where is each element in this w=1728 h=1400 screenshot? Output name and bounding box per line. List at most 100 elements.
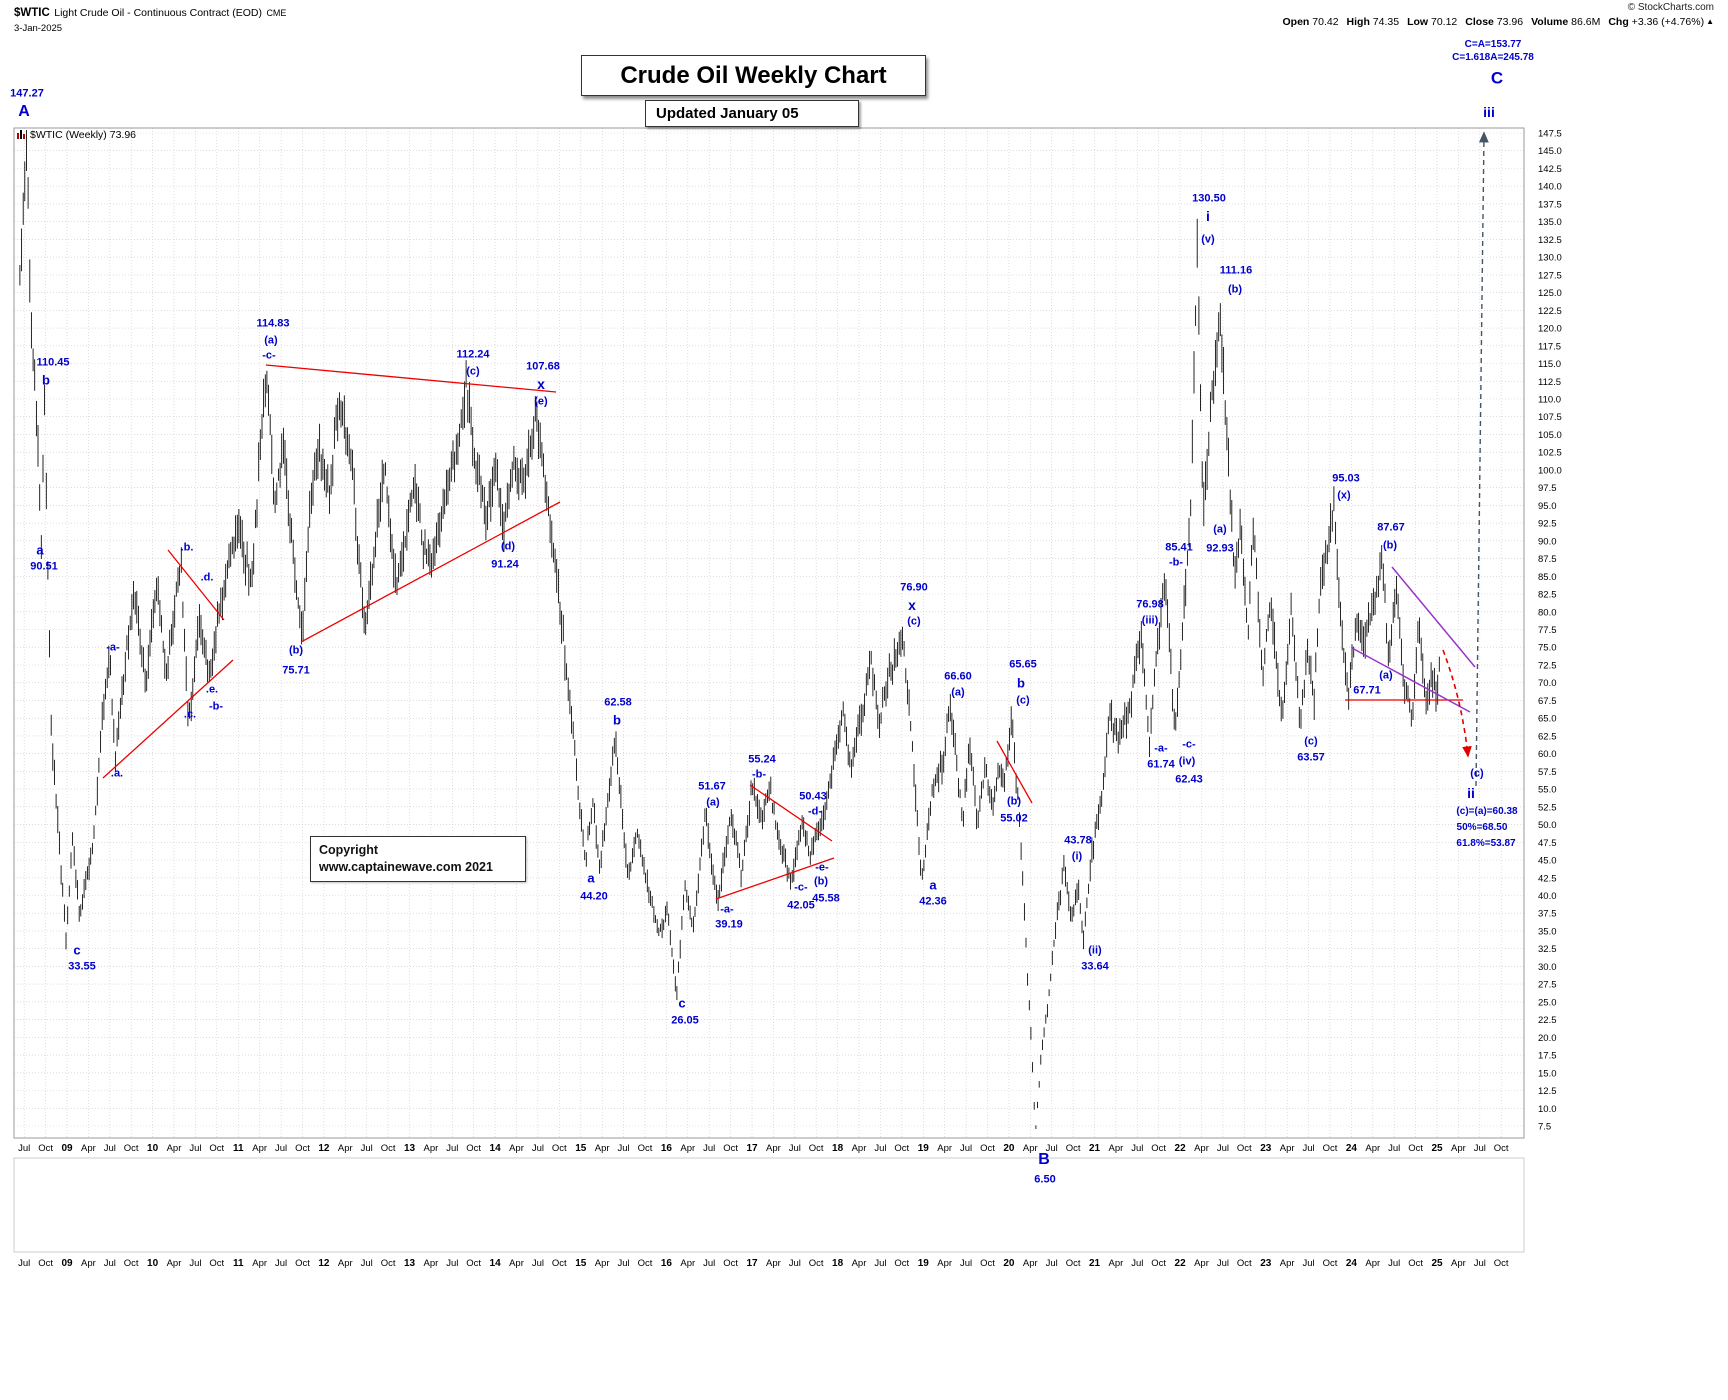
x-axis-label: Jul <box>1388 1258 1400 1269</box>
x-axis-label: Oct <box>809 1143 824 1154</box>
y-axis-label: 142.5 <box>1538 164 1562 175</box>
channel-line <box>1391 566 1476 668</box>
x-axis-label: Apr <box>680 1143 695 1154</box>
x-axis-label: Apr <box>338 1143 353 1154</box>
y-axis-label: 35.0 <box>1538 926 1557 937</box>
x-axis-label: Oct <box>1151 1143 1166 1154</box>
x-axis-label: Jul <box>1131 1258 1143 1269</box>
y-axis-label: 32.5 <box>1538 944 1557 955</box>
x-axis-label: Oct <box>723 1258 738 1269</box>
plot-border <box>13 127 1525 1139</box>
y-axis-label: 117.5 <box>1538 341 1561 352</box>
y-axis-label: 62.5 <box>1538 731 1557 742</box>
y-axis-label: 17.5 <box>1538 1051 1557 1062</box>
x-axis-label: Jul <box>618 1143 630 1154</box>
x-axis-label: Oct <box>638 1258 653 1269</box>
x-axis-label: Jul <box>1474 1143 1486 1154</box>
x-axis-label: 12 <box>318 1258 330 1269</box>
channel-line <box>1351 647 1471 713</box>
chart-date: 3-Jan-2025 <box>14 23 63 34</box>
x-axis-label: Oct <box>1151 1258 1166 1269</box>
x-axis-label: 20 <box>1003 1143 1015 1154</box>
y-axis-label: 20.0 <box>1538 1033 1557 1044</box>
x-axis-label: 17 <box>746 1258 758 1269</box>
x-axis-label: Apr <box>167 1258 182 1269</box>
x-axis-label: Jul <box>1046 1258 1058 1269</box>
x-axis-label: Oct <box>1237 1258 1252 1269</box>
header-left: $WTIC Light Crude Oil - Continuous Contr… <box>14 3 286 34</box>
y-axis-label: 82.5 <box>1538 590 1557 601</box>
x-axis-label: Apr <box>1194 1258 1209 1269</box>
x-axis-label: 13 <box>404 1258 416 1269</box>
instrument-line: $WTIC Light Crude Oil - Continuous Contr… <box>14 3 286 21</box>
y-axis-label: 45.0 <box>1538 856 1557 867</box>
y-axis-label: 127.5 <box>1538 270 1562 281</box>
x-axis-label: Apr <box>424 1143 439 1154</box>
x-axis-label: Oct <box>980 1143 995 1154</box>
x-axis-label: Oct <box>552 1143 567 1154</box>
x-axis-label: Apr <box>1109 1143 1124 1154</box>
y-axis-label: 30.0 <box>1538 962 1557 973</box>
y-axis-label: 37.5 <box>1538 909 1557 920</box>
x-axis-label: Apr <box>852 1143 867 1154</box>
trendline <box>300 501 561 643</box>
x-axis-label: Jul <box>361 1258 373 1269</box>
y-axis-label: 115.0 <box>1538 359 1561 370</box>
x-axis-label: Oct <box>466 1258 481 1269</box>
x-axis-label: Jul <box>446 1258 458 1269</box>
x-axis-label: 14 <box>490 1143 502 1154</box>
x-axis-label: Jul <box>703 1258 715 1269</box>
y-axis-label: 52.5 <box>1538 802 1557 813</box>
y-axis-label: 125.0 <box>1538 288 1562 299</box>
y-axis-label: 40.0 <box>1538 891 1557 902</box>
x-axis-label: Jul <box>789 1143 801 1154</box>
chart-type-icon <box>17 130 25 139</box>
x-axis-label: Jul <box>189 1143 201 1154</box>
x-axis-label: Oct <box>295 1258 310 1269</box>
x-axis-label: 15 <box>575 1143 587 1154</box>
y-axis-label: 140.0 <box>1538 182 1562 193</box>
x-axis-label: Apr <box>81 1258 96 1269</box>
x-axis-label: Apr <box>509 1258 524 1269</box>
x-axis-label: Jul <box>18 1143 30 1154</box>
y-axis-label: 105.0 <box>1538 430 1562 441</box>
y-axis-label: 47.5 <box>1538 838 1557 849</box>
y-axis-label: 87.5 <box>1538 554 1557 565</box>
x-axis-label: 24 <box>1346 1258 1358 1269</box>
trendline <box>265 364 557 393</box>
lower-panel <box>13 1157 1525 1253</box>
copyright-box: Copyright www.captainewave.com 2021 <box>310 836 526 882</box>
x-axis-label: Oct <box>1494 1258 1509 1269</box>
projection-arrow <box>1475 131 1489 787</box>
x-axis-label: Oct <box>1323 1258 1338 1269</box>
y-axis-label: 25.0 <box>1538 997 1557 1008</box>
chart-subtitle: Updated January 05 <box>656 105 799 122</box>
chart-title: Crude Oil Weekly Chart <box>620 61 887 89</box>
x-axis-label: Jul <box>1474 1258 1486 1269</box>
y-axis-label: 70.0 <box>1538 678 1557 689</box>
x-axis-label: Jul <box>189 1258 201 1269</box>
copyright-url: www.captainewave.com 2021 <box>319 860 493 874</box>
x-axis-label: Apr <box>252 1143 267 1154</box>
x-axis-label: Jul <box>618 1258 630 1269</box>
x-axis-label: 11 <box>233 1143 244 1154</box>
trendline <box>102 659 234 779</box>
x-axis-label: Jul <box>1217 1143 1229 1154</box>
y-axis-label: 137.5 <box>1538 199 1562 210</box>
x-axis-label: Oct <box>1323 1143 1338 1154</box>
x-axis-label: 25 <box>1431 1143 1443 1154</box>
y-axis-label: 130.0 <box>1538 253 1562 264</box>
x-axis-label: Jul <box>1046 1143 1058 1154</box>
symbol: $WTIC <box>14 7 50 19</box>
header-right: © StockCharts.com Open 70.42 High 74.35 Lo… <box>1283 2 1715 28</box>
y-axis-label: 15.0 <box>1538 1068 1557 1079</box>
x-axis-label: Jul <box>960 1258 972 1269</box>
x-axis-label: Jul <box>874 1143 886 1154</box>
x-axis-label: Oct <box>38 1258 53 1269</box>
x-axis-label: 18 <box>832 1143 844 1154</box>
y-axis-label: 42.5 <box>1538 873 1557 884</box>
y-axis-label: 92.5 <box>1538 519 1557 530</box>
exchange: CME <box>266 8 287 18</box>
